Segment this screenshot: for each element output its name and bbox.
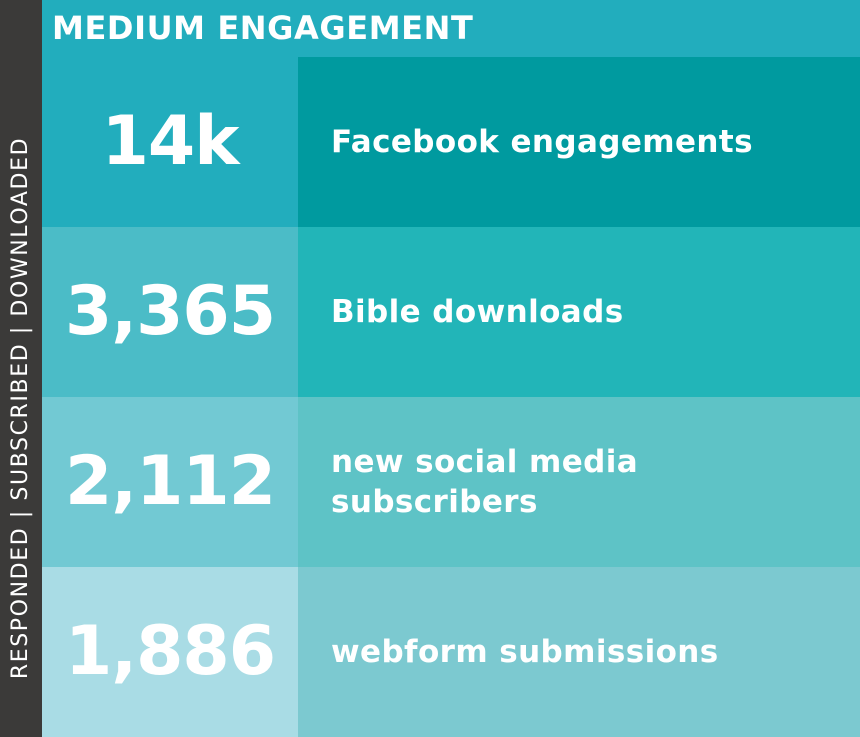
metric-label: Bible downloads (298, 292, 644, 332)
metric-value: 14k (101, 102, 240, 181)
metric-value-cell: 14k (42, 57, 298, 227)
metric-row-bible-downloads: 3,365 Bible downloads (42, 227, 860, 397)
side-label: RESPONDED | SUBSCRIBED | DOWNLOADED (8, 136, 33, 680)
metric-label-line: Facebook engagements (331, 124, 753, 160)
metric-label: new social media subscribers (298, 442, 658, 522)
metric-label: Facebook engagements (298, 122, 773, 162)
metric-label-cell: webform submissions (298, 567, 860, 737)
metric-value: 3,365 (64, 272, 276, 351)
metric-label: webform submissions (298, 632, 739, 672)
header-bar: MEDIUM ENGAGEMENT (42, 0, 860, 57)
metric-value-cell: 3,365 (42, 227, 298, 397)
metric-label-cell: Bible downloads (298, 227, 860, 397)
metric-label-line: Bible downloads (331, 294, 624, 330)
metric-row-social-subscribers: 2,112 new social media subscribers (42, 397, 860, 567)
metric-label-cell: Facebook engagements (298, 57, 860, 227)
metric-value-cell: 2,112 (42, 397, 298, 567)
metric-row-facebook: 14k Facebook engagements (42, 57, 860, 227)
page-title: MEDIUM ENGAGEMENT (52, 9, 474, 47)
metric-value: 1,886 (64, 612, 276, 691)
metric-row-webform: 1,886 webform submissions (42, 567, 860, 737)
metric-label-line: subscribers (331, 484, 538, 520)
metric-label-line: webform submissions (331, 634, 719, 670)
metric-label-cell: new social media subscribers (298, 397, 860, 567)
side-strip: RESPONDED | SUBSCRIBED | DOWNLOADED (0, 0, 42, 737)
metric-value-cell: 1,886 (42, 567, 298, 737)
metric-value: 2,112 (64, 442, 276, 521)
metric-label-line: new social media (331, 444, 639, 480)
